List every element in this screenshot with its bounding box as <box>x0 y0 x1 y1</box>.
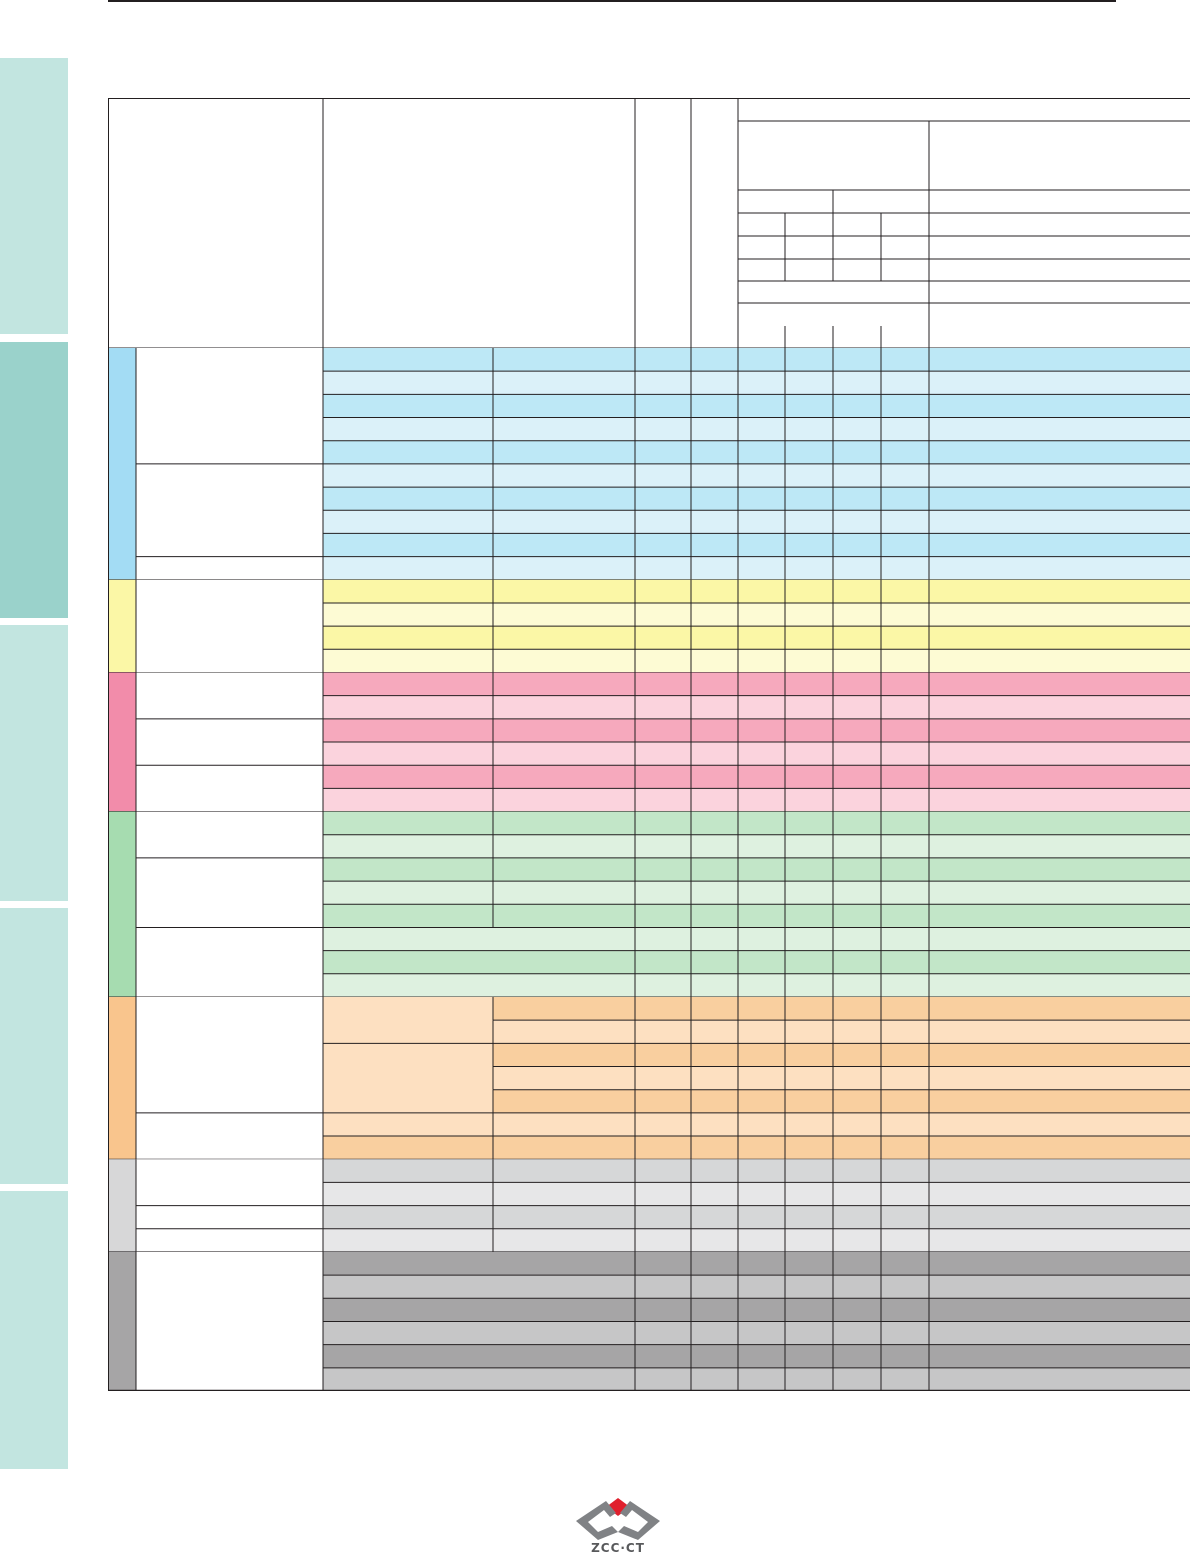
table-row-darkgray <box>323 1344 1190 1368</box>
table-row-blue <box>323 510 1190 534</box>
table-row-blue <box>323 556 1190 580</box>
group-strip-blue <box>108 348 136 580</box>
table-row-green <box>323 811 1190 835</box>
group-strip-orange <box>108 996 136 1160</box>
table-row-lightgray <box>323 1159 1190 1183</box>
table-row-darkgray <box>323 1321 1190 1345</box>
table-row-pink <box>323 742 1190 766</box>
table-row-orange <box>323 1112 1190 1137</box>
side-tab-3[interactable] <box>0 625 68 901</box>
table-row-pink <box>323 788 1190 812</box>
group-strip-green <box>108 811 136 997</box>
side-tab-5[interactable] <box>0 1191 68 1469</box>
grade-table <box>108 98 1190 1391</box>
table-row-blue <box>323 487 1190 511</box>
table-row-orange <box>323 1043 1190 1067</box>
group-name-cell-green <box>136 811 323 997</box>
group-strip-pink <box>108 672 136 812</box>
group-name-cell-yellow <box>136 579 323 673</box>
table-row-blue <box>323 417 1190 441</box>
table-row-blue <box>323 371 1190 395</box>
table-row-lightgray <box>323 1182 1190 1206</box>
table-row-yellow <box>323 649 1190 673</box>
table-row-blue <box>323 463 1190 488</box>
table-row-darkgray <box>323 1275 1190 1299</box>
grade-table-grid <box>108 98 1190 1391</box>
group-strip-darkgray <box>108 1251 136 1391</box>
group-strip-lightgray <box>108 1159 136 1252</box>
group-name-cell-darkgray <box>136 1251 323 1391</box>
top-rule <box>108 0 1116 2</box>
table-row-blue <box>323 533 1190 557</box>
group-name-cell-orange <box>136 996 323 1160</box>
group-name-cell-pink <box>136 672 323 812</box>
table-row-orange <box>323 1136 1190 1160</box>
table-row-lightgray <box>323 1228 1190 1252</box>
side-tab-4[interactable] <box>0 908 68 1184</box>
table-row-yellow <box>323 602 1190 627</box>
table-row-pink <box>323 718 1190 743</box>
table-row-green <box>323 834 1190 858</box>
table-row-lightgray <box>323 1205 1190 1229</box>
table-row-orange <box>323 1089 1190 1113</box>
table-row-blue <box>323 348 1190 372</box>
table-row-green <box>323 904 1190 928</box>
side-tab-1[interactable] <box>0 58 68 334</box>
table-row-green <box>323 881 1190 905</box>
table-row-orange <box>323 996 1190 1021</box>
group-strip-yellow <box>108 579 136 673</box>
table-row-orange <box>323 1066 1190 1090</box>
company-logo: ZCC·CT <box>576 1496 660 1558</box>
table-row-darkgray <box>323 1251 1190 1276</box>
table-row-green <box>323 857 1190 882</box>
table-row-darkgray <box>323 1367 1190 1391</box>
logo-mark-icon <box>576 1498 660 1540</box>
table-row-green <box>323 973 1190 997</box>
table-row-pink <box>323 765 1190 789</box>
logo-text: ZCC·CT <box>591 1541 645 1555</box>
table-row-darkgray <box>323 1298 1190 1322</box>
table-row-orange <box>323 1020 1190 1044</box>
side-tab-2[interactable] <box>0 342 68 618</box>
table-row-pink <box>323 672 1190 696</box>
table-row-yellow <box>323 626 1190 650</box>
table-row-blue <box>323 440 1190 464</box>
orange-merged-cell <box>323 1043 493 1113</box>
orange-merged-cell <box>323 996 493 1044</box>
table-row-yellow <box>323 579 1190 603</box>
table-row-pink <box>323 695 1190 719</box>
table-row-green <box>323 927 1190 951</box>
table-row-blue <box>323 394 1190 418</box>
table-row-green <box>323 950 1190 974</box>
